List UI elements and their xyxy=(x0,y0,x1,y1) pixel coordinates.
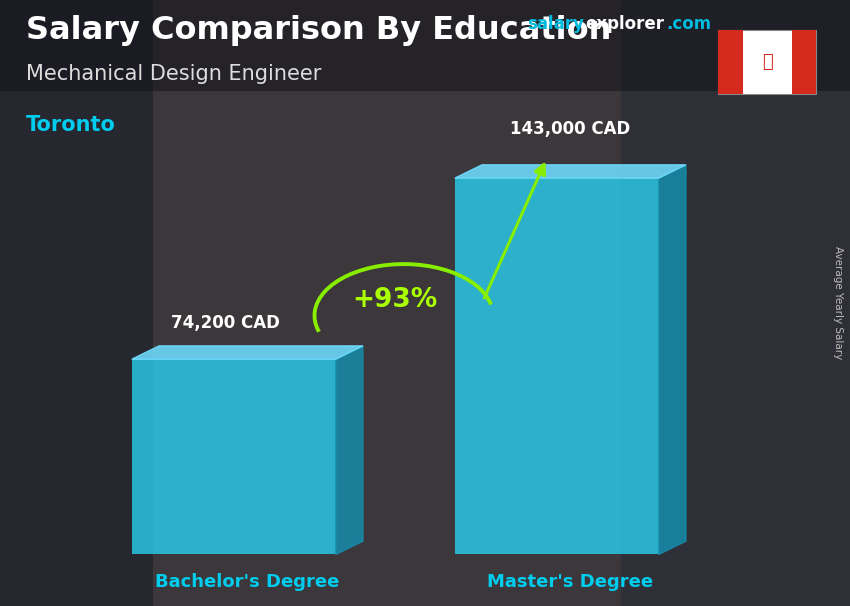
Text: Mechanical Design Engineer: Mechanical Design Engineer xyxy=(26,64,320,84)
Bar xyxy=(0,0,850,91)
Text: Toronto: Toronto xyxy=(26,115,116,135)
Text: 143,000 CAD: 143,000 CAD xyxy=(510,119,631,138)
Bar xyxy=(620,0,850,606)
FancyBboxPatch shape xyxy=(718,30,816,94)
Text: .com: .com xyxy=(666,15,711,33)
Text: 🍁: 🍁 xyxy=(762,53,773,71)
Text: Master's Degree: Master's Degree xyxy=(487,573,654,591)
FancyBboxPatch shape xyxy=(718,30,743,94)
Text: Average Yearly Salary: Average Yearly Salary xyxy=(833,247,843,359)
Text: explorer: explorer xyxy=(585,15,664,33)
Text: salary: salary xyxy=(527,15,584,33)
Polygon shape xyxy=(336,346,363,554)
Text: 74,200 CAD: 74,200 CAD xyxy=(171,314,280,332)
Text: +93%: +93% xyxy=(353,287,438,313)
Text: Bachelor's Degree: Bachelor's Degree xyxy=(156,573,339,591)
Bar xyxy=(0,0,153,606)
Polygon shape xyxy=(132,346,363,359)
Polygon shape xyxy=(455,165,686,178)
FancyBboxPatch shape xyxy=(132,359,336,554)
Bar xyxy=(153,0,620,606)
FancyBboxPatch shape xyxy=(455,178,659,554)
FancyBboxPatch shape xyxy=(791,30,816,94)
Polygon shape xyxy=(659,165,686,554)
Text: Salary Comparison By Education: Salary Comparison By Education xyxy=(26,15,611,46)
